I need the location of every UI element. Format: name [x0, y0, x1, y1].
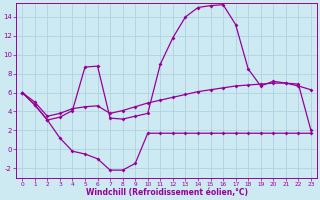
X-axis label: Windchill (Refroidissement éolien,°C): Windchill (Refroidissement éolien,°C)	[85, 188, 248, 197]
